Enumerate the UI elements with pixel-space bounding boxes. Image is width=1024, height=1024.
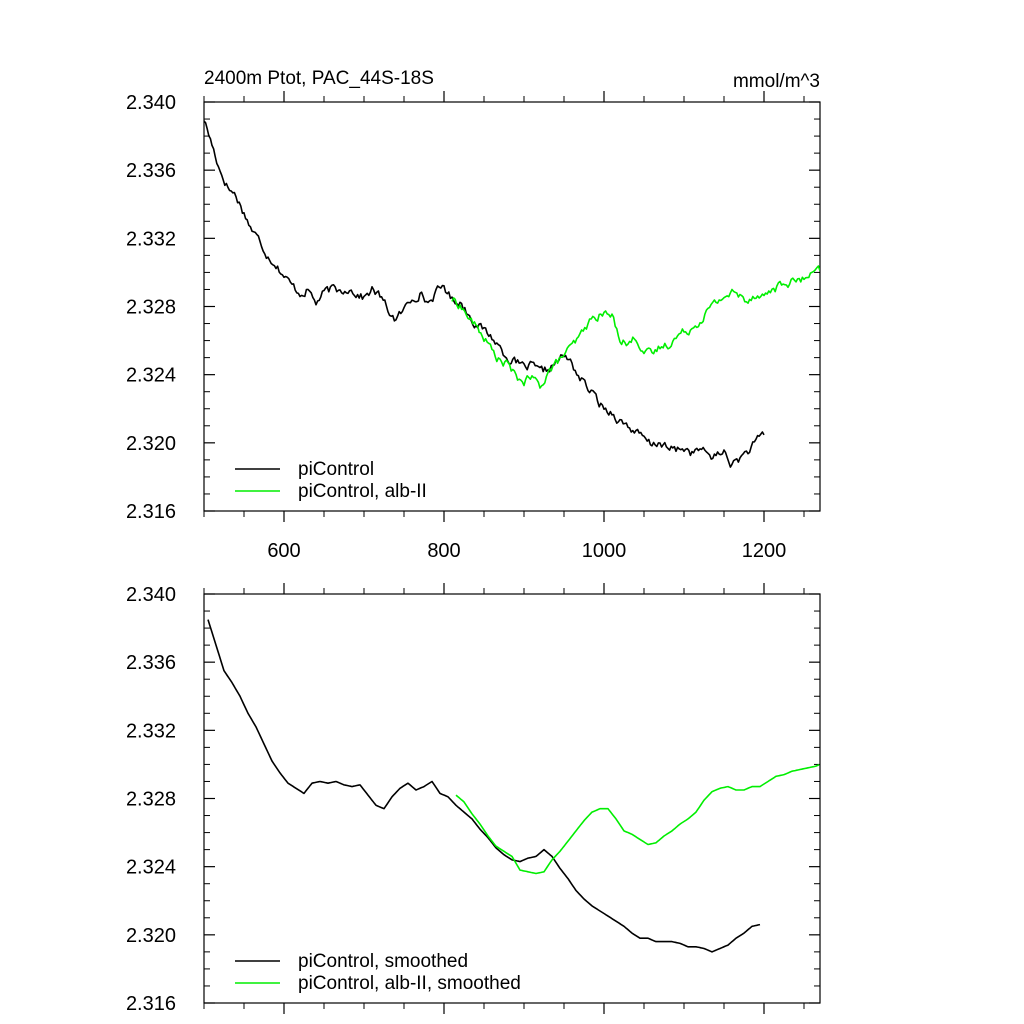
series-line-picontrol <box>207 619 761 953</box>
panel-title-left: 2400m Ptot, PAC_44S-18S <box>204 68 434 89</box>
legend-label: piControl, alb-II, smoothed <box>298 973 521 994</box>
plot-frame <box>203 593 821 1004</box>
series-line-picontrol-alb-ii <box>451 265 820 389</box>
y-tick-label: 2.316 <box>126 993 176 1015</box>
y-tick-label: 2.340 <box>126 584 176 606</box>
y-tick-label: 2.316 <box>126 501 176 523</box>
x-tick-label: 600 <box>267 540 300 562</box>
legend-label: piControl <box>298 459 374 480</box>
y-tick-label: 2.332 <box>126 720 176 742</box>
y-tick-label: 2.320 <box>126 925 176 947</box>
y-tick-label: 2.336 <box>126 652 176 674</box>
legend-label: piControl, smoothed <box>298 951 468 972</box>
y-tick-label: 2.340 <box>126 92 176 114</box>
plot-frame <box>203 101 821 512</box>
y-tick-label: 2.328 <box>126 789 176 811</box>
y-tick-label: 2.320 <box>126 433 176 455</box>
y-tick-label: 2.328 <box>126 297 176 319</box>
y-tick-label: 2.324 <box>126 365 176 387</box>
top-chart-panel: 2.316 2.320 2.324 2.328 2.332 2.336 2.340 600 80… <box>126 91 821 562</box>
y-tick-label: 2.332 <box>126 228 176 250</box>
legend-label: piControl, alb-II <box>298 481 427 502</box>
x-tick-label: 1200 <box>742 540 787 562</box>
x-tick-label: 1000 <box>582 540 627 562</box>
y-tick-label: 2.336 <box>126 160 176 182</box>
series-line-picontrol <box>204 120 765 468</box>
panel-title-units: mmol/m^3 <box>733 71 820 92</box>
bottom-chart-panel: 2.316 2.320 2.324 2.328 2.332 2.336 2.340 piCon… <box>126 583 821 1015</box>
series-line-picontrol-alb-ii <box>455 764 820 875</box>
y-tick-label: 2.324 <box>126 857 176 879</box>
x-tick-label: 800 <box>427 540 460 562</box>
